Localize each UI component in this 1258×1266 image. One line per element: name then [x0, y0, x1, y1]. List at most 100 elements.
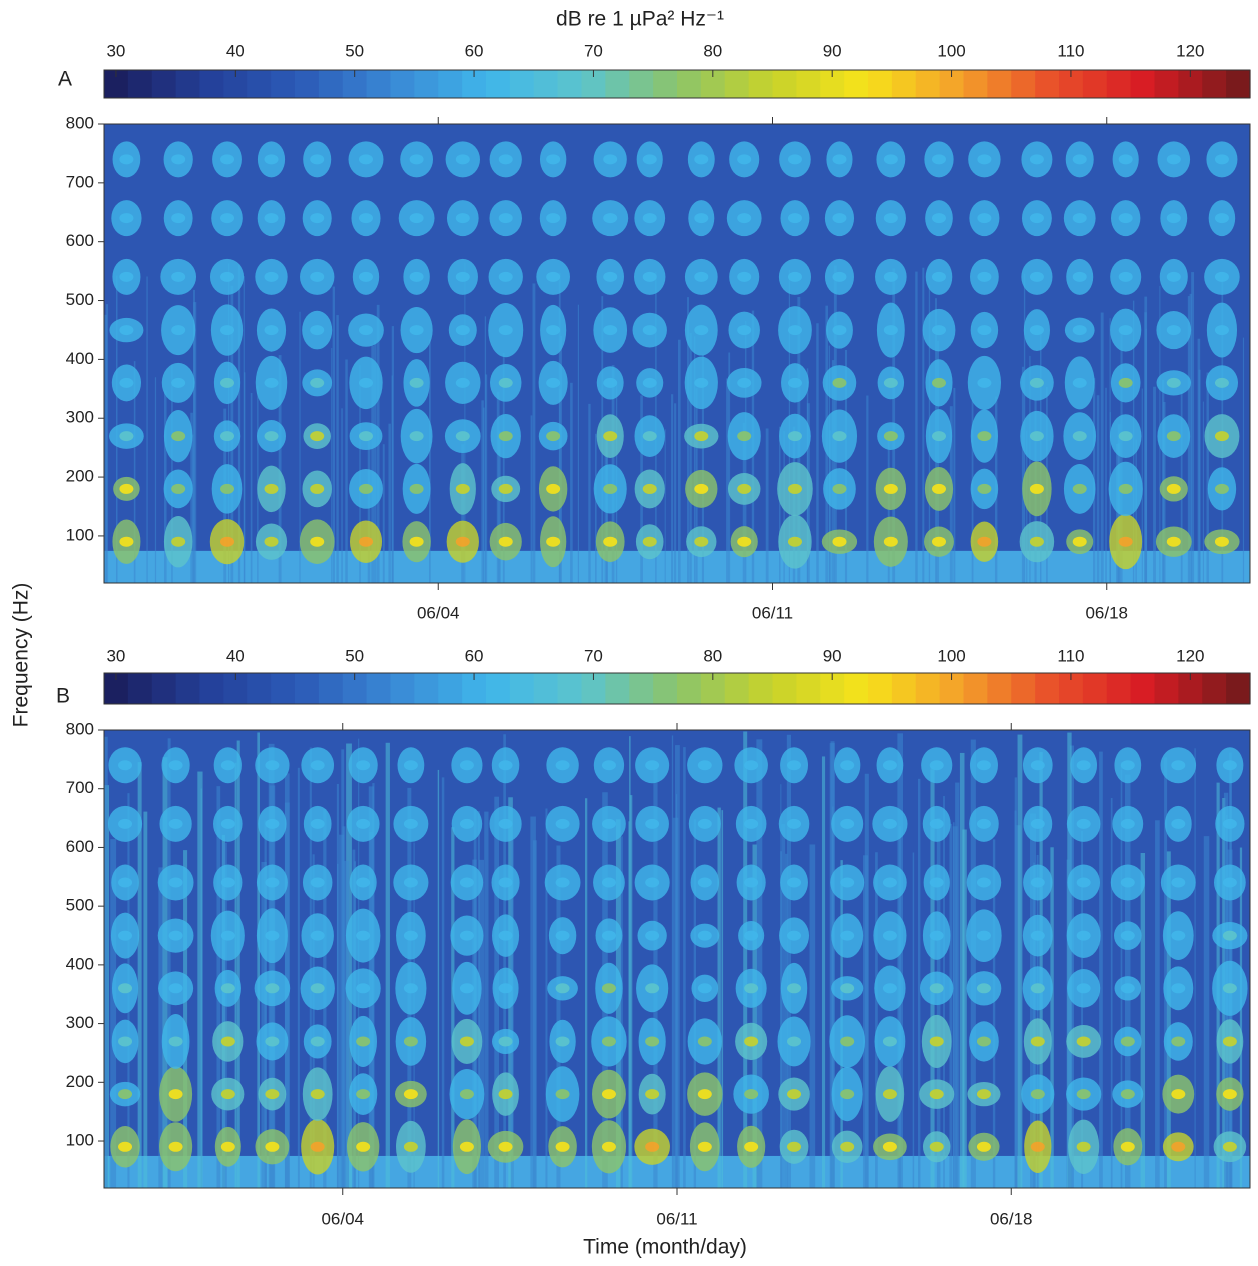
streak — [158, 867, 164, 1188]
harmonic-core — [358, 431, 373, 442]
harmonic-core — [171, 483, 186, 494]
harmonic-core — [546, 271, 561, 282]
harmonic-core — [1166, 154, 1181, 165]
harmonic-core — [832, 213, 847, 224]
harmonic-core — [694, 213, 709, 224]
streak — [236, 740, 240, 1188]
streak — [494, 796, 500, 1188]
colorbar-cell — [1154, 673, 1179, 704]
harmonic-core — [119, 213, 134, 224]
streak — [918, 778, 921, 1188]
colorbar-cell — [486, 673, 511, 704]
harmonic-core — [832, 377, 847, 388]
x-tick-label: 06/18 — [1085, 603, 1128, 622]
streak — [1099, 751, 1103, 1188]
colorbar-cell — [1082, 70, 1108, 98]
colorbar-frame — [103, 69, 1251, 99]
streak — [1191, 272, 1195, 583]
harmonic-core — [403, 818, 418, 829]
harmonic-core — [694, 431, 709, 442]
streak — [620, 836, 623, 1188]
harmonic-core — [744, 760, 759, 771]
harmonic-core — [1076, 760, 1091, 771]
streak — [953, 387, 956, 583]
harmonic-core — [931, 154, 946, 165]
harmonic-core — [931, 271, 946, 282]
harmonic-core — [882, 1141, 897, 1152]
harmonic-core — [976, 983, 991, 994]
harmonic-core — [356, 1141, 371, 1152]
streak — [671, 735, 674, 1188]
colorbar-cell — [390, 70, 415, 98]
harmonic-core — [356, 818, 371, 829]
y-tick-label: 800 — [66, 719, 94, 738]
streak — [341, 408, 343, 583]
harmonic-core — [1171, 818, 1186, 829]
colorbar-cell — [175, 70, 201, 98]
harmonic-core — [697, 1089, 712, 1100]
harmonic-core — [265, 877, 280, 888]
harmonic-core — [1072, 431, 1087, 442]
harmonic-core — [498, 818, 513, 829]
harmonic-core — [977, 431, 992, 442]
harmonic-core — [118, 1036, 133, 1047]
harmonic-core — [642, 377, 657, 388]
y-tick-label: 200 — [66, 1072, 94, 1091]
harmonic-core — [171, 325, 186, 336]
streak — [726, 378, 729, 583]
harmonic-core — [931, 377, 946, 388]
x-axis-title: Time (month/day) — [583, 1236, 747, 1259]
colorbar-cell — [1202, 70, 1227, 98]
streak — [374, 340, 377, 583]
colorbar-cell — [963, 673, 988, 704]
streak — [1110, 797, 1113, 1188]
harmonic-core — [603, 271, 618, 282]
harmonic-core — [498, 930, 513, 941]
harmonic-core — [1171, 760, 1186, 771]
harmonic-core — [459, 818, 474, 829]
harmonic-core — [310, 377, 325, 388]
harmonic-core — [498, 377, 513, 388]
harmonic-core — [977, 213, 992, 224]
harmonic-core — [1120, 877, 1135, 888]
streak — [1017, 734, 1023, 1188]
colorbar-cell — [438, 70, 463, 98]
harmonic-core — [931, 536, 946, 547]
streak — [388, 423, 391, 583]
colorbar-cell — [127, 70, 153, 98]
harmonic-core — [1072, 325, 1087, 336]
harmonic-core — [498, 983, 513, 994]
colorbar-frame — [103, 672, 1251, 705]
streak — [407, 787, 412, 1188]
colorbar-cell — [127, 673, 153, 704]
streak — [556, 845, 561, 1188]
harmonic-core — [403, 877, 418, 888]
colorbar-cell — [438, 673, 463, 704]
harmonic-core — [1029, 483, 1044, 494]
harmonic-core — [459, 1036, 474, 1047]
harmonic-core — [220, 760, 235, 771]
harmonic-core — [1118, 536, 1133, 547]
harmonic-core — [601, 1089, 616, 1100]
streak — [482, 407, 485, 583]
colorbar-cell — [844, 673, 869, 704]
harmonic-core — [737, 483, 752, 494]
harmonic-core — [220, 154, 235, 165]
harmonic-core — [118, 983, 133, 994]
harmonic-core — [1171, 1089, 1186, 1100]
streak — [828, 430, 832, 583]
harmonic-core — [409, 271, 424, 282]
harmonic-core — [1076, 877, 1091, 888]
colorbar-tick-label: 60 — [465, 646, 484, 665]
harmonic-core — [1214, 377, 1229, 388]
harmonic-core — [737, 431, 752, 442]
harmonic-core — [220, 877, 235, 888]
harmonic-core — [787, 271, 802, 282]
harmonic-core — [645, 877, 660, 888]
spectrogram-image — [104, 124, 1250, 583]
harmonic-core — [787, 930, 802, 941]
spectrogram-image — [104, 730, 1250, 1188]
harmonic-core — [642, 431, 657, 442]
streak — [1116, 443, 1119, 583]
streak — [898, 826, 902, 1188]
